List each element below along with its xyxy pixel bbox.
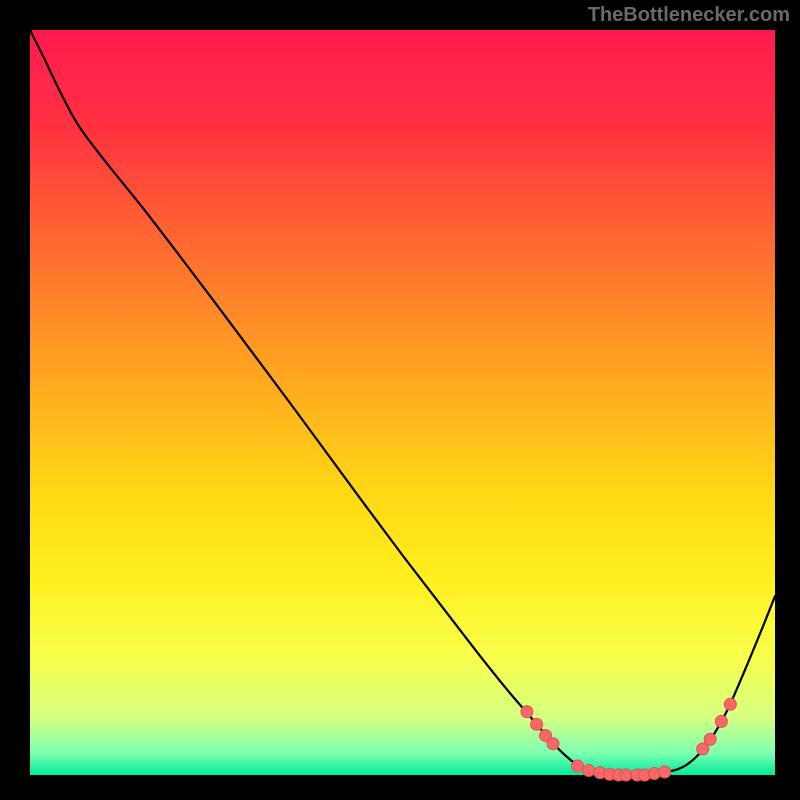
data-marker bbox=[724, 698, 736, 710]
data-marker bbox=[583, 765, 595, 777]
data-marker bbox=[547, 738, 559, 750]
watermark-text: TheBottlenecker.com bbox=[588, 4, 790, 27]
chart-svg bbox=[0, 0, 800, 800]
data-marker bbox=[521, 706, 533, 718]
chart-container: TheBottlenecker.com bbox=[0, 0, 800, 800]
data-marker bbox=[715, 715, 727, 727]
data-marker bbox=[704, 733, 716, 745]
data-marker bbox=[531, 718, 543, 730]
plot-area bbox=[30, 30, 775, 775]
data-marker bbox=[572, 760, 584, 772]
data-marker bbox=[620, 769, 632, 781]
data-marker bbox=[659, 766, 671, 778]
